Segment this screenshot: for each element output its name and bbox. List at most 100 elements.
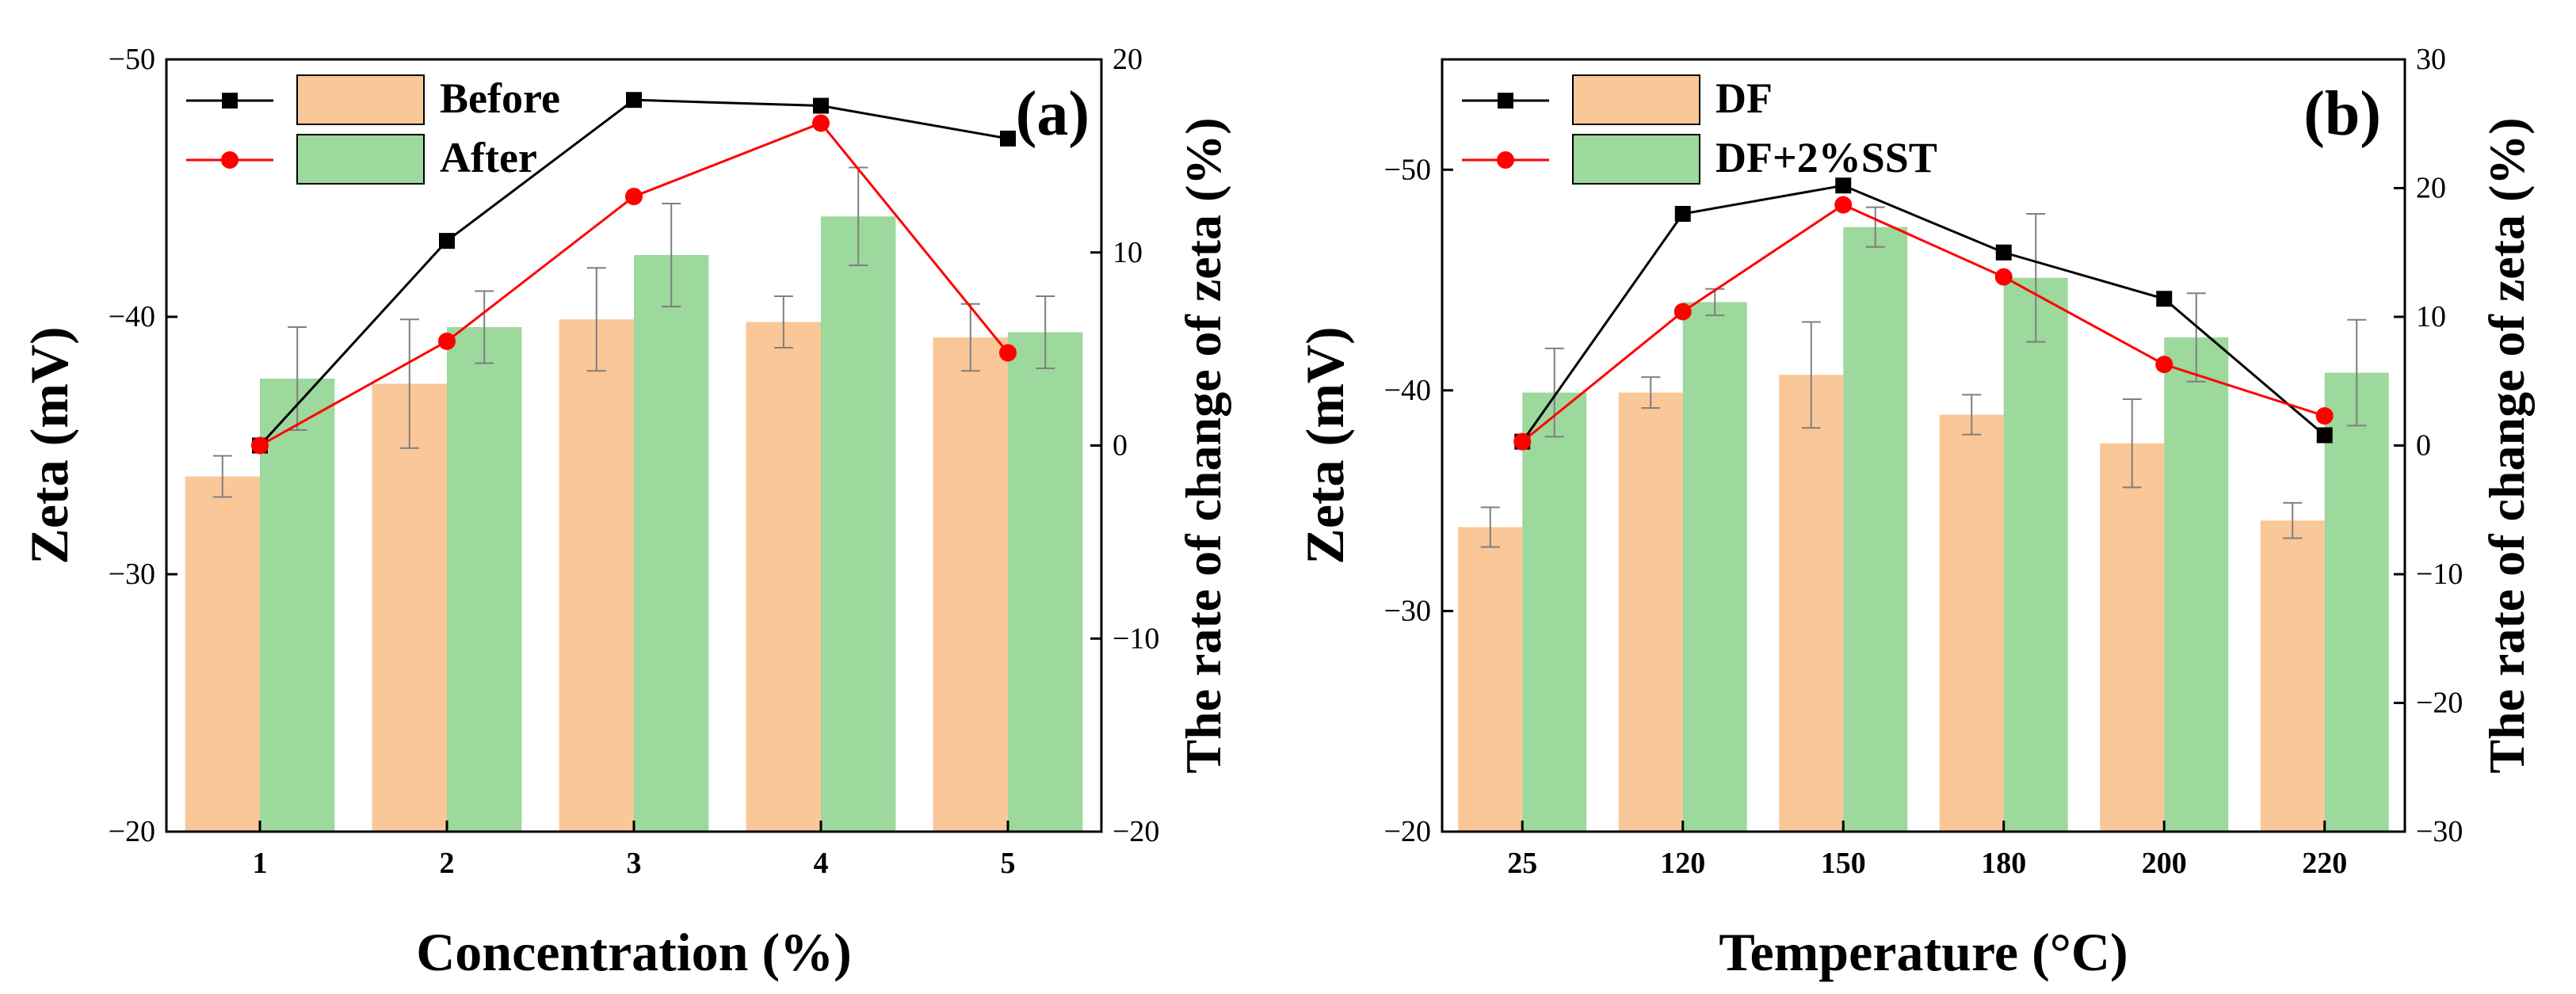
- bar-second-5: [1008, 332, 1083, 832]
- legend-label-2: DF+2%SST: [1715, 134, 1937, 181]
- y-tick-label: −50: [109, 43, 155, 76]
- bar-first-150: [1779, 375, 1844, 832]
- y2-tick-label: 0: [1112, 429, 1128, 463]
- x-axis-label: Temperature (°C): [1719, 922, 2128, 982]
- bar-first-200: [2100, 443, 2165, 832]
- point-square-220: [2316, 427, 2333, 444]
- x-tick-label: 180: [1981, 847, 2026, 880]
- x-tick-label: 120: [1660, 847, 1705, 880]
- point-square-5: [1000, 130, 1016, 147]
- y2-tick-label: 30: [2416, 43, 2446, 76]
- x-tick-label: 4: [814, 847, 829, 880]
- point-square-2: [439, 233, 455, 249]
- y-tick-label: −20: [1384, 815, 1431, 848]
- y-tick-label: −50: [1384, 153, 1431, 186]
- legend: Before After: [186, 74, 560, 185]
- x-tick-label: 2: [440, 847, 455, 880]
- legend-marker-circle: [1497, 151, 1514, 169]
- y2-tick-label: −10: [1112, 622, 1159, 655]
- x-tick-label: 150: [1821, 847, 1866, 880]
- bar-first-4: [746, 322, 821, 832]
- y2-tick-label: −10: [2416, 558, 2463, 591]
- legend: DF DF+2%SST: [1462, 74, 1937, 185]
- legend-swatch-2: [296, 134, 425, 185]
- bar-second-1: [260, 379, 335, 832]
- y-axis-label: Zeta (mV): [19, 326, 79, 564]
- point-circle-150: [1834, 196, 1853, 214]
- line-series-1: [1521, 184, 2326, 443]
- point-circle-5: [999, 344, 1017, 362]
- y-tick-label: −40: [109, 300, 155, 333]
- point-circle-4: [812, 114, 830, 132]
- y2-tick-label: −20: [2416, 687, 2463, 720]
- point-circle-1: [251, 436, 269, 455]
- chart-panel-1: −20 −30 −40 −50 −20 −10 0 10 20 1 2 3 4 5 Concentratio…: [19, 43, 1231, 982]
- y2-axis-label: The rate of change of zeta (%): [2479, 117, 2535, 773]
- x-tick-label: 5: [1001, 847, 1016, 880]
- point-circle-2: [438, 332, 456, 350]
- y2-tick-label: 20: [2416, 172, 2446, 205]
- y2-axis-label: The rate of change of zeta (%): [1175, 117, 1231, 773]
- bar-second-4: [821, 216, 896, 832]
- y2-tick-label: 10: [1112, 236, 1143, 269]
- y-tick-label: −40: [1384, 374, 1431, 407]
- point-square-180: [1995, 244, 2012, 261]
- bar-first-2: [372, 383, 447, 832]
- bar-first-25: [1458, 527, 1523, 832]
- point-circle-120: [1673, 303, 1692, 321]
- y-tick-label: −30: [1384, 594, 1431, 627]
- panel-label: (b): [2303, 79, 2381, 149]
- y2-tick-label: −30: [2416, 815, 2463, 848]
- x-tick-label: 220: [2302, 847, 2347, 880]
- point-circle-200: [2155, 356, 2173, 374]
- point-square-150: [1835, 177, 1852, 194]
- legend-marker-square: [222, 93, 238, 109]
- legend-swatch-1: [1572, 74, 1700, 125]
- bar-first-220: [2260, 520, 2325, 832]
- x-axis-label: Concentration (%): [416, 922, 852, 982]
- point-square-4: [813, 97, 829, 114]
- point-circle-3: [625, 188, 643, 206]
- bar-first-3: [559, 319, 634, 832]
- legend-swatch-2: [1572, 134, 1700, 185]
- x-tick-label: 1: [253, 847, 268, 880]
- legend-swatch-1: [296, 74, 425, 125]
- bar-first-5: [933, 337, 1008, 832]
- legend-marker-square: [1498, 93, 1513, 109]
- y2-tick-label: −20: [1112, 815, 1159, 848]
- bar-second-120: [1682, 302, 1747, 832]
- point-square-3: [626, 92, 642, 109]
- panel-label: (a): [1016, 79, 1090, 149]
- point-circle-220: [2315, 407, 2334, 425]
- y2-tick-label: 10: [2416, 300, 2446, 333]
- bar-second-25: [1522, 392, 1587, 832]
- bar-first-120: [1618, 392, 1683, 832]
- y-axis-label: Zeta (mV): [1295, 326, 1355, 564]
- bar-second-180: [2003, 277, 2068, 832]
- chart-panel-2: −20 −30 −40 −50 −30 −20 −10 0 10 20 30 25 120 150 180 2…: [1295, 43, 2535, 982]
- legend-marker-circle: [221, 151, 239, 169]
- x-tick-label: 200: [2142, 847, 2187, 880]
- bar-second-220: [2324, 372, 2389, 832]
- y-tick-label: −20: [109, 815, 155, 848]
- line-series-2: [1521, 203, 2326, 443]
- bar-second-3: [634, 255, 709, 832]
- bar-second-200: [2164, 337, 2229, 832]
- x-tick-label: 25: [1507, 847, 1537, 880]
- bar-first-1: [185, 476, 260, 832]
- y-tick-label: −30: [109, 558, 155, 591]
- y2-tick-label: 0: [2416, 429, 2431, 463]
- y2-tick-label: 20: [1112, 43, 1143, 76]
- legend-label-1: DF: [1715, 74, 1773, 122]
- bar-second-2: [447, 327, 522, 832]
- point-square-200: [2156, 291, 2173, 307]
- legend-label-1: Before: [440, 74, 560, 122]
- legend-label-2: After: [440, 134, 537, 181]
- point-circle-180: [1994, 268, 2013, 286]
- point-square-120: [1674, 206, 1691, 222]
- point-circle-25: [1513, 432, 1532, 451]
- x-tick-label: 3: [627, 847, 642, 880]
- bar-second-150: [1843, 227, 1908, 832]
- bar-first-180: [1939, 414, 2004, 832]
